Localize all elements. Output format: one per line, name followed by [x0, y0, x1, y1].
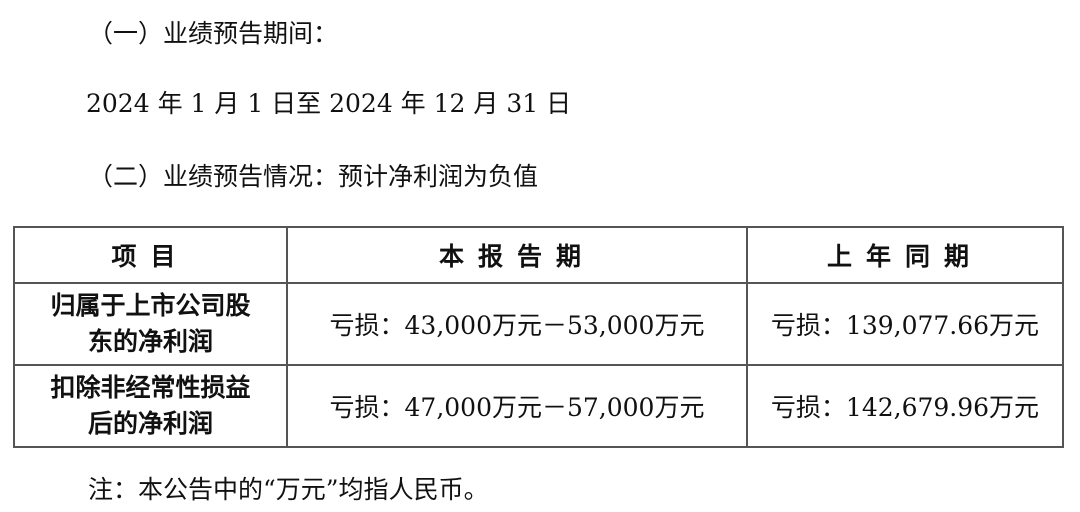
forecast-table: 项目 本报告期 上年同期 归属于上市公司股 东的净利润 亏损：43,000万元－5… [13, 226, 1064, 448]
item-line: 后的净利润 [87, 409, 213, 438]
situation-heading: （二）业绩预告情况：预计净利润为负值 [88, 162, 539, 191]
header-previous-period: 上年同期 [746, 226, 1064, 284]
table-header-row: 项目 本报告期 上年同期 [13, 226, 1064, 284]
previous-value: 亏损：139,077.66万元 [746, 282, 1064, 366]
row-item: 扣除非经常性损益 后的净利润 [13, 364, 288, 448]
header-item: 项目 [13, 226, 288, 284]
item-line: 东的净利润 [87, 327, 213, 356]
item-line: 归属于上市公司股 [50, 291, 251, 320]
table-row: 归属于上市公司股 东的净利润 亏损：43,000万元－53,000万元 亏损：13… [13, 282, 1064, 366]
currency-note: 注：本公告中的“万元”均指人民币。 [88, 475, 489, 504]
current-value: 亏损：43,000万元－53,000万元 [286, 282, 748, 366]
period-heading: （一）业绩预告期间： [88, 19, 339, 48]
row-item: 归属于上市公司股 东的净利润 [13, 282, 288, 366]
current-value: 亏损：47,000万元－57,000万元 [286, 364, 748, 448]
period-value: 2024 年 1 月 1 日至 2024 年 12 月 31 日 [86, 89, 572, 118]
previous-value: 亏损：142,679.96万元 [746, 364, 1064, 448]
header-current-period: 本报告期 [286, 226, 748, 284]
table-row: 扣除非经常性损益 后的净利润 亏损：47,000万元－57,000万元 亏损：14… [13, 364, 1064, 448]
item-line: 扣除非经常性损益 [50, 373, 251, 402]
